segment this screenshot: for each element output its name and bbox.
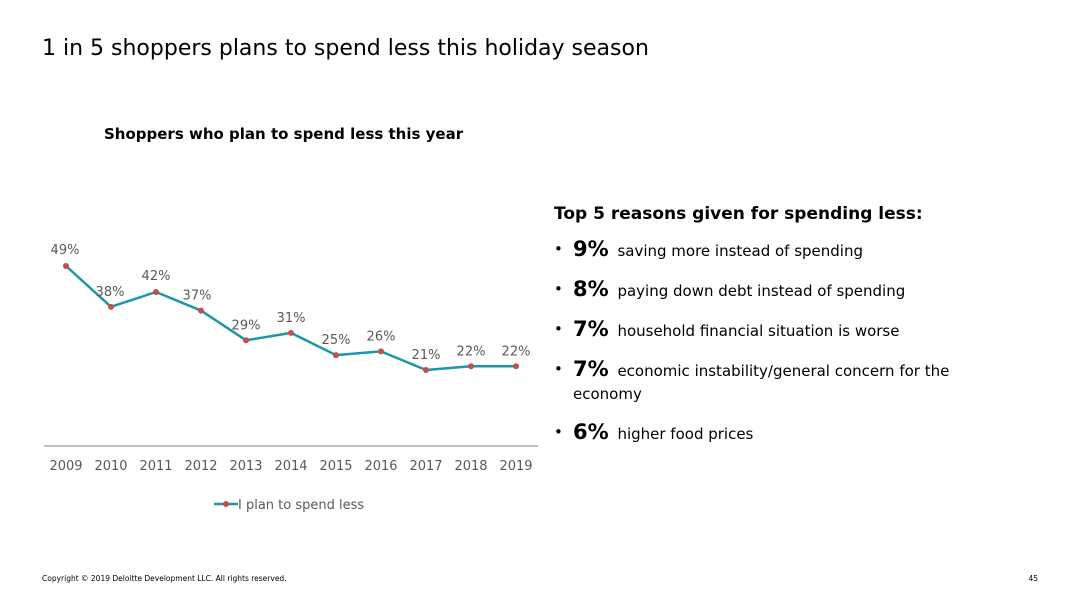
data-label: 21% — [412, 348, 441, 363]
x-tick-label: 2018 — [454, 459, 487, 474]
reason-text: saving more instead of spending — [617, 242, 864, 260]
data-point — [198, 307, 204, 314]
reason-text: higher food prices — [617, 425, 754, 443]
reason-text: household financial situation is worse — [617, 322, 900, 340]
reason-text: economic instability/general concern for… — [573, 362, 950, 403]
reason-percent: 6% — [573, 420, 609, 444]
reason-item: • 6% higher food prices — [554, 421, 1014, 446]
x-tick-label: 2013 — [229, 459, 262, 474]
reason-text: paying down debt instead of spending — [617, 282, 906, 300]
copyright-footer: Copyright © 2019 Deloitte Development LL… — [42, 574, 287, 583]
x-tick-label: 2012 — [184, 459, 217, 474]
x-tick-label: 2019 — [499, 459, 532, 474]
data-label: 26% — [367, 329, 396, 344]
reason-percent: 7% — [573, 357, 609, 381]
reason-percent: 8% — [573, 277, 609, 301]
data-point — [513, 363, 519, 370]
x-tick-label: 2009 — [49, 459, 82, 474]
page-number: 45 — [1028, 574, 1038, 583]
chart-title: Shoppers who plan to spend less this yea… — [104, 125, 464, 143]
data-label: 42% — [142, 269, 171, 284]
x-tick-label: 2015 — [319, 459, 352, 474]
legend-marker-swatch — [223, 501, 229, 507]
bullet-icon: • — [554, 320, 563, 338]
x-tick-label: 2010 — [94, 459, 127, 474]
x-tick-label: 2011 — [139, 459, 172, 474]
x-tick-label: 2016 — [364, 459, 397, 474]
x-tick-label: 2017 — [409, 459, 442, 474]
data-point — [423, 367, 429, 373]
reason-percent: 9% — [573, 237, 609, 261]
data-label: 49% — [51, 243, 80, 258]
data-point — [333, 352, 339, 359]
data-point — [108, 303, 114, 310]
bullet-icon: • — [554, 423, 563, 441]
reason-item: • 7% economic instability/general concer… — [554, 358, 1014, 406]
data-label: 37% — [183, 289, 212, 304]
reason-percent: 7% — [573, 317, 609, 341]
reasons-heading: Top 5 reasons given for spending less: — [554, 204, 923, 224]
reason-item: • 7% household financial situation is wo… — [554, 318, 1014, 343]
data-label: 29% — [232, 318, 261, 333]
x-tick-label: 2014 — [274, 459, 307, 474]
bullet-icon: • — [554, 240, 563, 258]
data-point — [63, 263, 69, 269]
data-point — [468, 363, 474, 370]
reason-item: • 9% saving more instead of spending — [554, 238, 1014, 263]
data-label: 38% — [96, 285, 125, 300]
bullet-icon: • — [554, 360, 563, 378]
data-label: 22% — [457, 344, 486, 359]
data-point — [153, 289, 159, 295]
legend-label: I plan to spend less — [238, 498, 364, 513]
reasons-list: • 9% saving more instead of spending • 8… — [554, 238, 1014, 446]
data-label: 25% — [322, 333, 351, 348]
reason-item: • 8% paying down debt instead of spendin… — [554, 278, 1014, 303]
data-point — [288, 329, 294, 336]
data-point — [378, 348, 384, 355]
data-point — [243, 337, 249, 344]
line-chart: 49% 38% 42% 37% 29% 31% 25% 26% 21% 22% 22% 2009 201… — [44, 243, 538, 513]
data-label: 31% — [277, 311, 306, 326]
slide-title: 1 in 5 shoppers plans to spend less this… — [42, 36, 649, 61]
data-label: 22% — [502, 344, 531, 359]
reasons-panel: Top 5 reasons given for spending less: •… — [554, 204, 1014, 461]
bullet-icon: • — [554, 280, 563, 298]
